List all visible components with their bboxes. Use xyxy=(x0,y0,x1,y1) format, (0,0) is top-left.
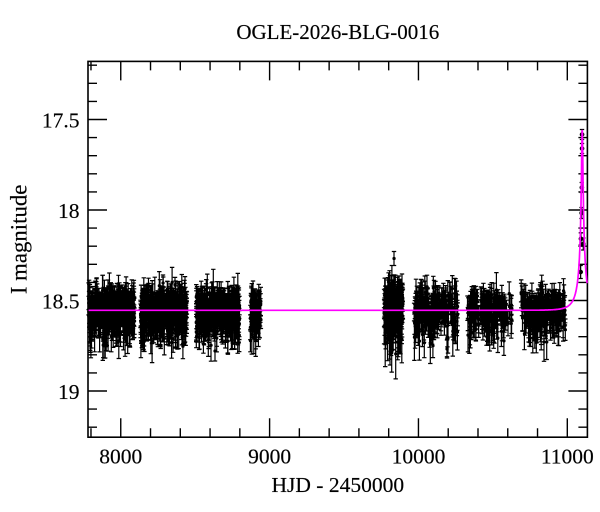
svg-text:19: 19 xyxy=(58,380,80,404)
svg-text:9000: 9000 xyxy=(248,445,291,469)
svg-text:10000: 10000 xyxy=(392,445,446,469)
svg-text:17.5: 17.5 xyxy=(42,109,80,133)
svg-text:OGLE-2026-BLG-0016: OGLE-2026-BLG-0016 xyxy=(236,20,439,44)
svg-text:11000: 11000 xyxy=(541,445,594,469)
svg-text:18: 18 xyxy=(58,199,80,223)
svg-text:18.5: 18.5 xyxy=(42,290,80,314)
svg-text:I magnitude: I magnitude xyxy=(7,185,32,295)
svg-text:HJD - 2450000: HJD - 2450000 xyxy=(272,473,405,497)
svg-text:8000: 8000 xyxy=(99,445,142,469)
